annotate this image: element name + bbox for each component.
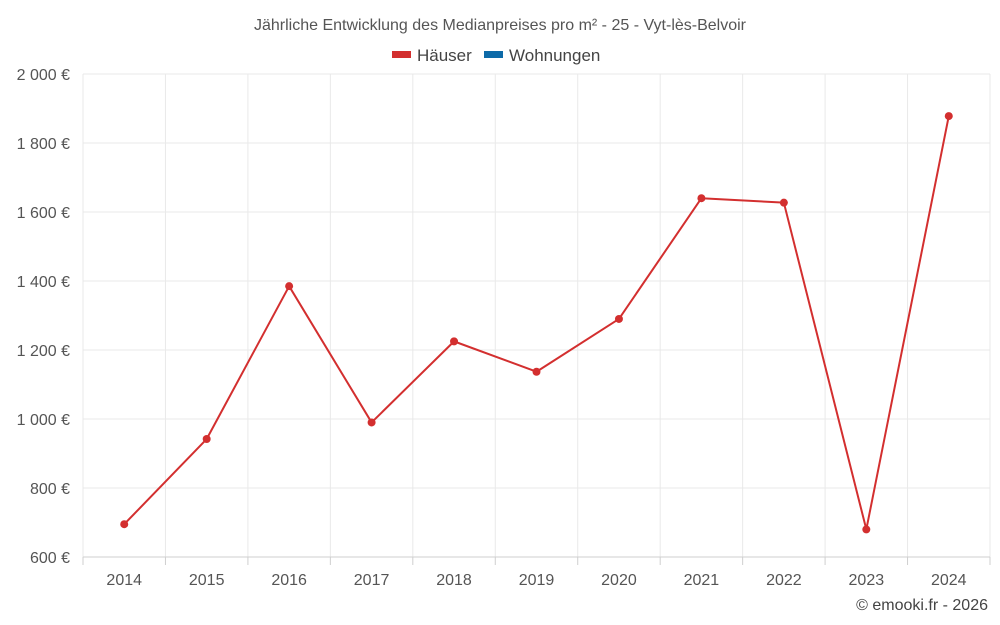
data-point[interactable] [450, 337, 459, 346]
legend-item-apartments[interactable]: Wohnungen [484, 46, 600, 65]
data-point[interactable] [285, 282, 294, 291]
axes: 600 € 800 € 1 000 € 1 200 € 1 400 € 1 600 € 1 … [17, 67, 991, 589]
x-tick-label: 2023 [849, 572, 885, 589]
data-point[interactable] [944, 112, 953, 121]
legend[interactable]: Häuser Wohnungen [392, 46, 600, 65]
x-tick-label: 2021 [684, 572, 720, 589]
data-point[interactable] [862, 525, 871, 534]
grid [82, 73, 991, 558]
data-point[interactable] [614, 314, 623, 323]
data-point[interactable] [202, 435, 211, 444]
data-point[interactable] [532, 367, 541, 376]
x-tick-label: 2019 [519, 572, 555, 589]
x-tick-label: 2020 [601, 572, 637, 589]
series-layer [120, 112, 953, 534]
y-tick-label: 2 000 € [17, 67, 70, 84]
data-point[interactable] [697, 194, 706, 203]
x-tick-label: 2022 [766, 572, 802, 589]
y-tick-label: 1 000 € [17, 412, 70, 429]
y-tick-label: 1 200 € [17, 343, 70, 360]
x-tick-label: 2015 [189, 572, 225, 589]
data-point[interactable] [367, 418, 376, 427]
chart-title: Jährliche Entwicklung des Medianpreises … [254, 17, 747, 34]
x-tick-label: 2017 [354, 572, 390, 589]
legend-label-apartments: Wohnungen [509, 46, 600, 65]
data-point[interactable] [779, 198, 788, 207]
y-tick-label: 1 800 € [17, 136, 70, 153]
legend-item-houses[interactable]: Häuser [392, 46, 472, 65]
data-point[interactable] [120, 520, 129, 529]
legend-swatch-apartments [484, 51, 503, 58]
x-tick-label: 2014 [106, 572, 142, 589]
y-tick-label: 600 € [30, 550, 70, 567]
y-tick-label: 1 600 € [17, 205, 70, 222]
legend-label-houses: Häuser [417, 46, 472, 65]
x-tick-label: 2024 [931, 572, 967, 589]
x-tick-label: 2016 [271, 572, 307, 589]
y-tick-label: 800 € [30, 481, 70, 498]
legend-swatch-houses [392, 51, 411, 58]
y-tick-label: 1 400 € [17, 274, 70, 291]
credit-text: © emooki.fr - 2026 [856, 597, 988, 614]
x-tick-label: 2018 [436, 572, 472, 589]
